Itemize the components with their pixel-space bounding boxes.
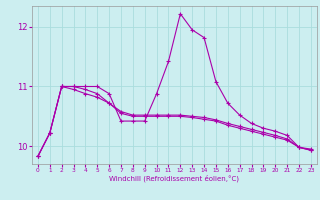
X-axis label: Windchill (Refroidissement éolien,°C): Windchill (Refroidissement éolien,°C): [109, 175, 239, 182]
